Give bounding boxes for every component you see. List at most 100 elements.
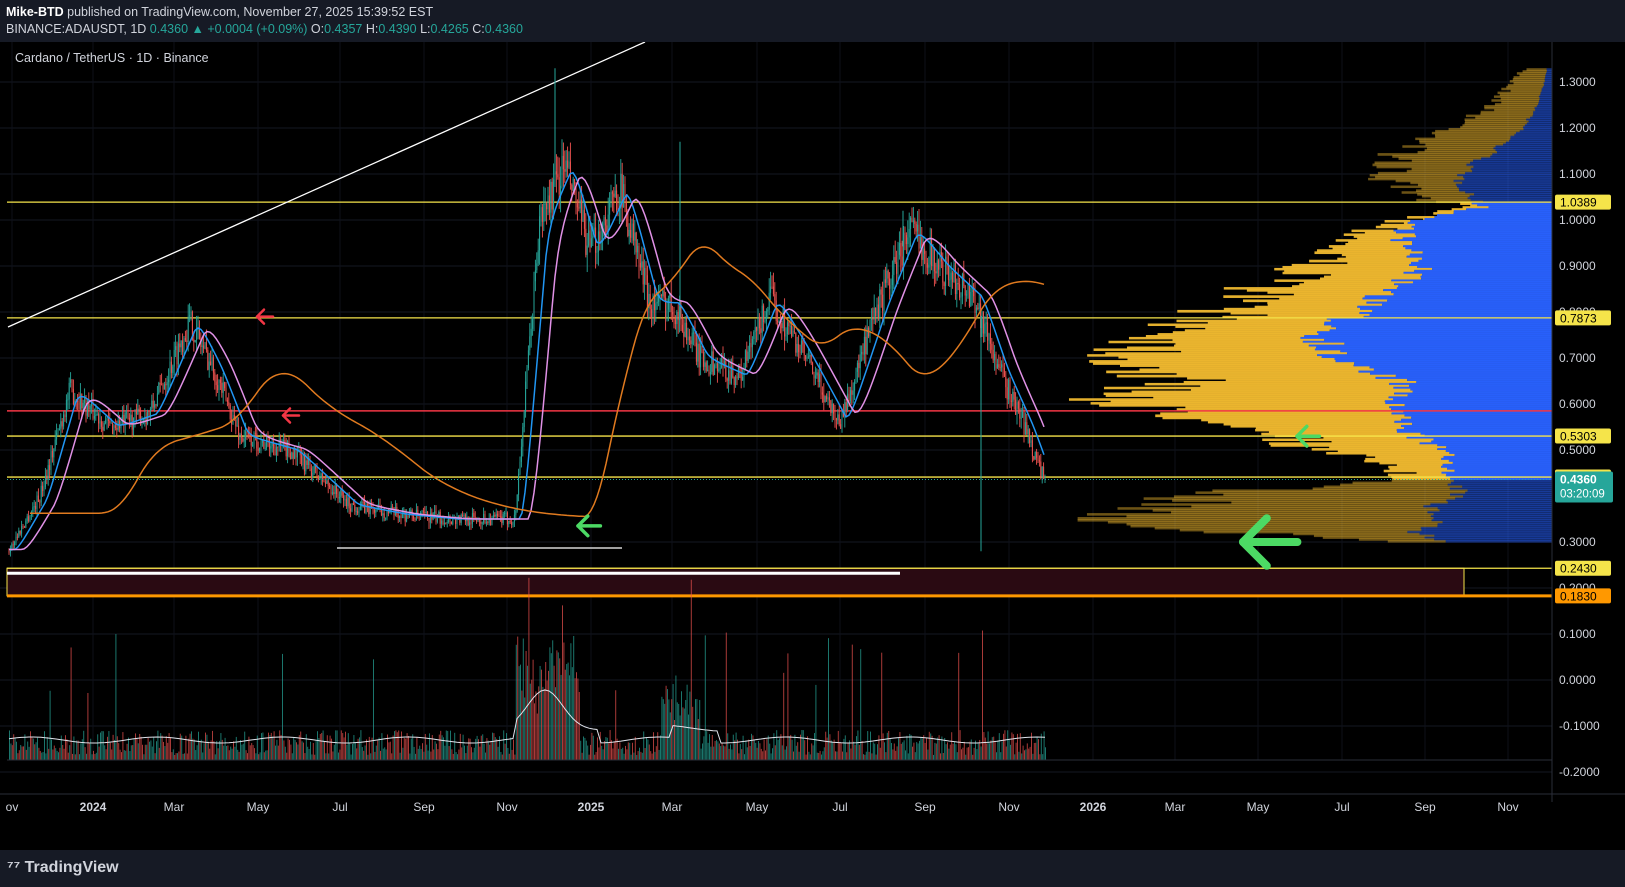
volume-bar	[177, 753, 178, 760]
profile-bar-up	[1159, 366, 1370, 370]
level-label-box[interactable]	[1555, 588, 1611, 604]
candle-body	[947, 263, 949, 280]
volume-bar	[322, 730, 324, 760]
volume-bar	[508, 753, 510, 760]
volume-bar	[394, 731, 395, 760]
candle-body	[575, 184, 577, 204]
candle-body	[800, 340, 802, 353]
candle-body	[935, 271, 937, 274]
volume-bar	[269, 735, 271, 760]
profile-bar-down	[1405, 247, 1552, 250]
level-label-box[interactable]	[1555, 310, 1611, 326]
price-chart[interactable]: 1.30001.20001.10001.00000.90000.80000.70…	[0, 42, 1625, 850]
level-label-box[interactable]	[1555, 194, 1611, 210]
volume-bar	[882, 733, 884, 760]
red-arrow-lower[interactable]	[281, 407, 301, 424]
candle-body	[917, 224, 919, 232]
volume-bar	[553, 665, 555, 760]
red-arrow-upper[interactable]	[255, 308, 275, 325]
ma-mid-line[interactable]	[9, 176, 1045, 551]
profile-bar-down	[1455, 497, 1552, 500]
profile-bar-down	[1362, 297, 1552, 301]
profile-bar-down	[1308, 344, 1552, 348]
volume-bar	[532, 659, 534, 760]
ma-slow-line[interactable]	[30, 246, 1045, 518]
candle-body	[225, 387, 227, 401]
volume-bar	[524, 697, 526, 760]
symbol-ohlc-line: BINANCE:ADAUSDT, 1D 0.4360 ▲ +0.0004 (+0…	[6, 22, 523, 36]
candle-body	[686, 322, 688, 341]
volume-bar	[21, 746, 23, 760]
candle-body	[974, 296, 976, 313]
profile-bar-up	[1402, 145, 1496, 148]
volume-bar	[205, 732, 206, 760]
candle-body	[953, 263, 955, 283]
volume-bar	[811, 743, 813, 760]
green-arrow-right[interactable]	[1295, 424, 1322, 448]
profile-bar-down	[1390, 239, 1552, 242]
volume-bar	[294, 739, 296, 760]
volume-bar	[242, 743, 244, 760]
volume-bar	[868, 751, 870, 760]
candle-body	[429, 512, 431, 523]
candle-body	[884, 279, 886, 283]
volume-bar	[909, 733, 911, 760]
profile-bar-up	[1329, 446, 1447, 449]
volume-bar	[815, 684, 817, 760]
symbol-label[interactable]: BINANCE:ADAUSDT, 1D	[6, 22, 147, 36]
volume-bar	[777, 739, 779, 760]
volume-bar	[107, 736, 108, 760]
candle-body	[644, 267, 646, 285]
candle-body	[8, 551, 10, 553]
candle-body	[541, 207, 543, 222]
profile-bar-up	[1077, 517, 1434, 520]
candle-body	[362, 501, 364, 503]
volume-bar	[53, 745, 55, 760]
candle-body	[711, 351, 713, 372]
candle-body	[175, 346, 177, 351]
volume-bar	[548, 670, 549, 760]
moving-averages	[9, 171, 1045, 551]
volume-bar	[235, 736, 237, 760]
profile-bar-up	[1106, 370, 1359, 374]
profile-bar-down	[1331, 325, 1552, 328]
level-label-box[interactable]	[1555, 428, 1611, 444]
level-label-box[interactable]	[1555, 560, 1611, 576]
profile-bar-up	[1093, 348, 1315, 351]
candle-body	[730, 365, 732, 384]
profile-bar-down	[1505, 141, 1552, 144]
profile-bar-down	[1364, 295, 1552, 298]
candle-body	[1038, 460, 1040, 462]
ma-fast-line[interactable]	[9, 171, 1045, 551]
candle-body	[417, 509, 419, 515]
candle-body	[114, 425, 116, 428]
candle-body	[558, 177, 560, 195]
current-price-badge[interactable]	[1555, 471, 1613, 503]
profile-bar-up	[1153, 396, 1389, 399]
candle-body	[23, 526, 25, 528]
candle-body	[812, 362, 814, 374]
profile-bar-down	[1442, 463, 1552, 467]
volume-bar	[816, 752, 818, 760]
candle-body	[12, 544, 14, 546]
volume-bar	[241, 744, 243, 760]
volume-bar	[104, 745, 106, 760]
trendline[interactable]	[7, 42, 646, 328]
green-arrow-big[interactable]	[1239, 514, 1302, 570]
profile-bar-down	[1401, 418, 1552, 422]
volume-bar	[119, 749, 121, 760]
candle-body	[768, 292, 770, 310]
candle-body	[982, 312, 984, 334]
volume-bar	[368, 736, 370, 760]
tradingview-logo[interactable]: ⁷⁷ TradingView	[7, 859, 119, 877]
candle-body	[130, 414, 132, 421]
volume-bar	[178, 751, 180, 760]
candle-body	[750, 342, 752, 348]
volume-bar	[212, 730, 213, 760]
time-tick-label: Nov	[998, 800, 1019, 814]
author-name[interactable]: Mike-BTD	[6, 5, 64, 19]
volume-bar	[555, 687, 556, 760]
green-arrow-left[interactable]	[576, 514, 603, 538]
profile-bar-up	[1464, 118, 1527, 121]
candle-body	[315, 465, 317, 469]
